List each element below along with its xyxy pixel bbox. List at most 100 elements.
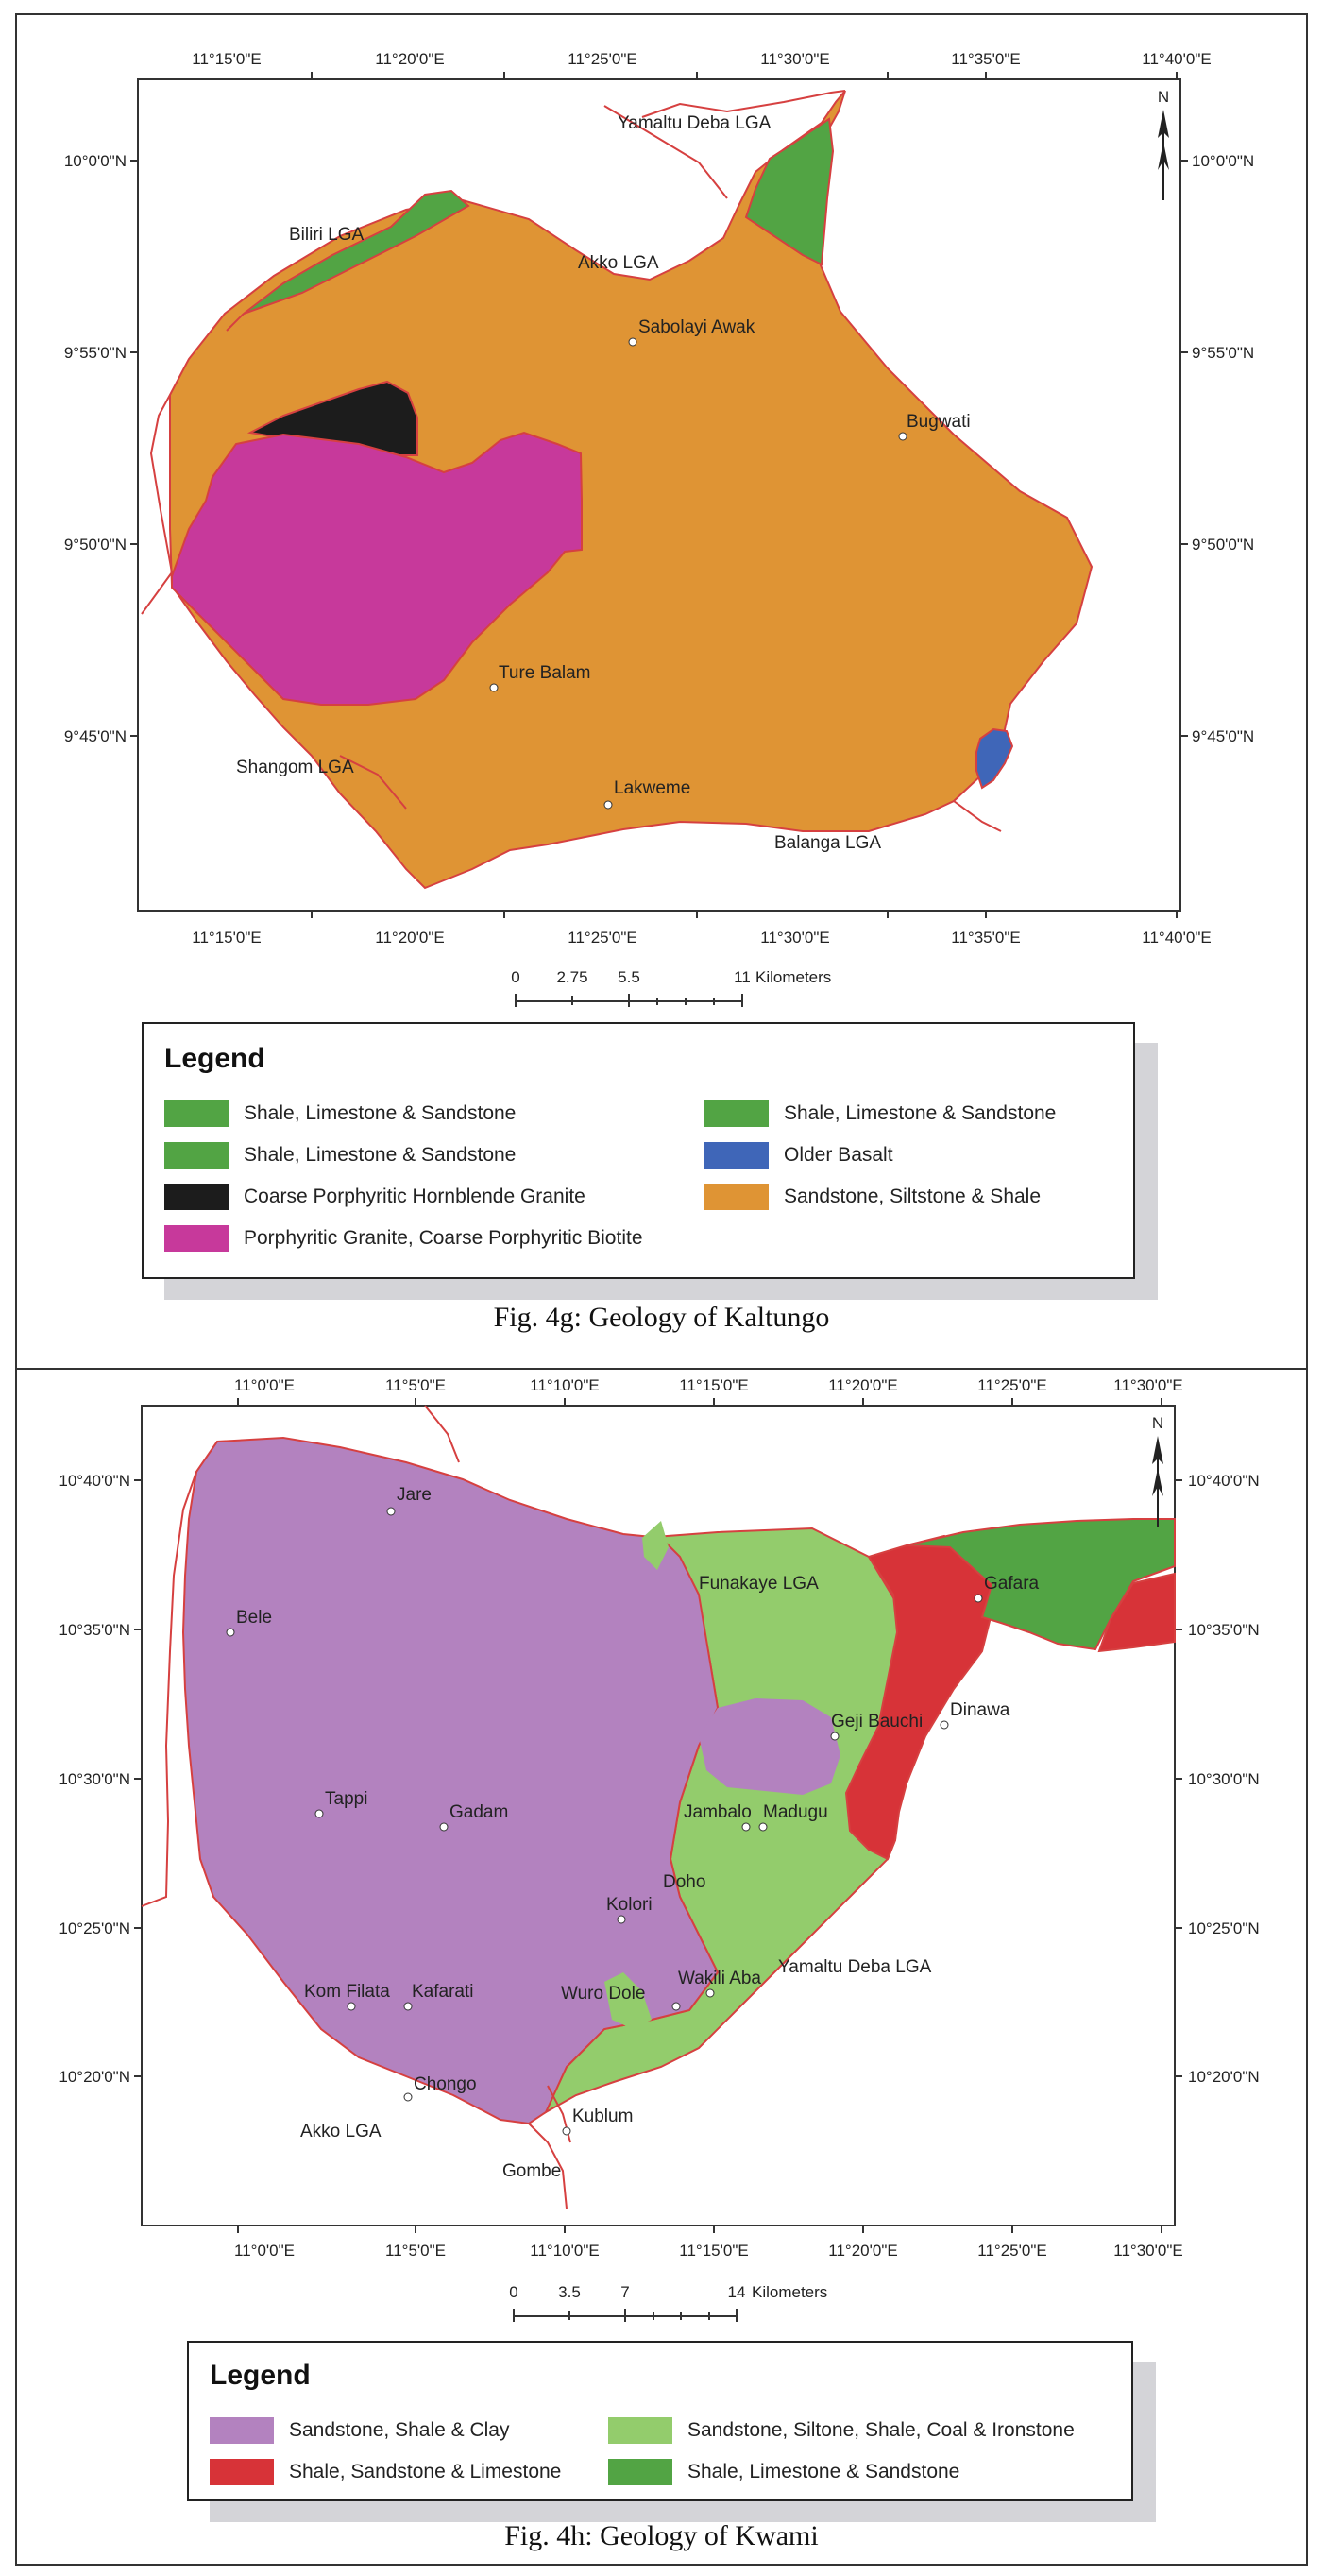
lon-tick-label: 11°5'0"E xyxy=(385,2242,446,2260)
legend-swatch xyxy=(704,1100,769,1127)
lon-tick-label: 11°40'0"E xyxy=(1142,929,1211,947)
kaltungo-older-basalt-area xyxy=(975,727,1014,790)
place-label: Balanga LGA xyxy=(774,833,881,853)
legend-swatch xyxy=(704,1184,769,1210)
legend-swatch xyxy=(164,1100,229,1127)
lon-tick-label: 11°20'0"E xyxy=(375,50,444,68)
legend-item: Coarse Porphyritic Hornblende Granite xyxy=(164,1183,585,1211)
place-label: Wuro Dole xyxy=(561,1984,645,2004)
legend-item-label: Shale, Limestone & Sandstone xyxy=(687,2461,960,2482)
kaltungo-caption: Fig. 4g: Geology of Kaltungo xyxy=(493,1302,830,1333)
lat-tick-label: 10°40'0"N xyxy=(59,1472,130,1490)
scale-label: 3.5 xyxy=(558,2283,581,2301)
scale-label: 2.75 xyxy=(556,968,587,986)
lon-tick-label: 11°5'0"E xyxy=(385,1376,446,1394)
place-label: Bugwati xyxy=(907,412,971,432)
scale-unit: Kilometers xyxy=(755,968,831,986)
lon-tick-label: 11°0'0"E xyxy=(234,2242,295,2260)
kaltungo-map: 11°15'0"E 11°20'0"E 11°25'0"E 11°30'0"E … xyxy=(64,50,1254,1007)
legend-swatch xyxy=(164,1184,229,1210)
lon-tick-label: 11°30'0"E xyxy=(760,50,829,68)
lon-tick-label: 11°30'0"E xyxy=(1113,2242,1182,2260)
kaltungo-lat-labels: 10°0'0"N 9°55'0"N 9°50'0"N 9°45'0"N 10°0… xyxy=(64,152,1254,745)
place-marker xyxy=(403,2002,413,2011)
place-label: Wakili Aba xyxy=(678,1969,761,1988)
place-label: Kolori xyxy=(606,1895,653,1915)
kaltungo-lga-boundaries xyxy=(141,90,1002,832)
panel-frame-kwami xyxy=(15,1368,1308,2566)
lat-tick-label: 10°35'0"N xyxy=(59,1621,130,1639)
lat-tick-label: 10°35'0"N xyxy=(1188,1621,1260,1639)
place-label: Gadam xyxy=(449,1802,508,1822)
place-label: Madugu xyxy=(763,1802,828,1822)
lon-tick-label: 11°15'0"E xyxy=(192,50,261,68)
lat-tick-label: 9°50'0"N xyxy=(64,536,127,554)
lat-tick-label: 10°20'0"N xyxy=(1188,2068,1260,2086)
place-marker xyxy=(758,1822,768,1832)
kaltungo-legend: Legend Shale, Limestone & Sandstone Shal… xyxy=(142,1022,1135,1279)
legend-item-label: Coarse Porphyritic Hornblende Granite xyxy=(244,1186,585,1207)
kwami-scale-bar: 0 3.5 7 14 Kilometers xyxy=(509,2283,827,2322)
lat-tick-label: 10°25'0"N xyxy=(59,1919,130,1937)
kaltungo-scale-bar: 0 2.75 5.5 11 Kilometers xyxy=(511,968,831,1007)
place-label: Bele xyxy=(236,1608,272,1628)
kaltungo-lon-labels-top: 11°15'0"E 11°20'0"E 11°25'0"E 11°30'0"E … xyxy=(192,50,1211,68)
kwami-caption: Fig. 4h: Geology of Kwami xyxy=(504,2520,819,2551)
kwami-lon-labels-bottom: 11°0'0"E 11°5'0"E 11°10'0"E 11°15'0"E 11… xyxy=(234,2242,1183,2260)
kaltungo-place-markers xyxy=(489,337,907,810)
scale-label: 11 xyxy=(734,968,751,986)
legend-swatch xyxy=(608,2459,672,2485)
place-marker xyxy=(226,1628,235,1637)
kwami-lat-labels: 10°40'0"N 10°35'0"N 10°30'0"N 10°25'0"N … xyxy=(59,1472,1259,2086)
north-label: N xyxy=(1158,88,1169,106)
place-label: Funakaye LGA xyxy=(699,1574,819,1594)
lon-tick-label: 11°25'0"E xyxy=(977,1376,1046,1394)
kwami-map: 11°0'0"E 11°5'0"E 11°10'0"E 11°15'0"E 11… xyxy=(59,1376,1260,2322)
lat-tick-label: 9°55'0"N xyxy=(1192,344,1254,362)
legend-swatch xyxy=(210,2459,274,2485)
place-marker xyxy=(628,337,637,347)
legend-item-label: Older Basalt xyxy=(784,1144,893,1166)
legend-item: Sandstone, Siltstone & Shale xyxy=(704,1183,1041,1211)
legend-item: Porphyritic Granite, Coarse Porphyritic … xyxy=(164,1224,643,1253)
lon-tick-label: 11°15'0"E xyxy=(679,1376,748,1394)
scale-label: 14 xyxy=(728,2283,746,2301)
legend-item: Shale, Sandstone & Limestone xyxy=(210,2458,561,2486)
lon-tick-label: 11°20'0"E xyxy=(828,2242,897,2260)
north-arrow-icon: N xyxy=(1152,1414,1163,1527)
scale-label: 0 xyxy=(511,968,519,986)
legend-item-label: Shale, Limestone & Sandstone xyxy=(784,1102,1057,1124)
legend-title: Legend xyxy=(210,2360,311,2391)
lat-tick-label: 10°0'0"N xyxy=(1192,152,1254,170)
place-marker xyxy=(386,1507,396,1516)
place-marker xyxy=(403,2092,413,2102)
lon-tick-label: 11°25'0"E xyxy=(568,929,636,947)
lon-tick-label: 11°30'0"E xyxy=(760,929,829,947)
legend-item-label: Sandstone, Shale & Clay xyxy=(289,2419,510,2441)
legend-item-label: Shale, Limestone & Sandstone xyxy=(244,1144,517,1166)
legend-swatch xyxy=(704,1142,769,1169)
place-label: Kom Filata xyxy=(304,1982,390,2002)
place-label: Geji Bauchi xyxy=(831,1712,923,1732)
kaltungo-shale-limestone-sandstone-nw xyxy=(243,189,470,315)
legend-swatch xyxy=(164,1225,229,1252)
lat-tick-label: 10°30'0"N xyxy=(1188,1770,1260,1788)
kaltungo-porphyritic-granite-area xyxy=(171,431,583,706)
north-label: N xyxy=(1152,1414,1163,1432)
kaltungo-lon-labels-bottom: 11°15'0"E 11°20'0"E 11°25'0"E 11°30'0"E … xyxy=(192,929,1211,947)
lon-tick-label: 11°40'0"E xyxy=(1142,50,1211,68)
legend-swatch xyxy=(210,2417,274,2444)
place-marker xyxy=(489,683,499,692)
legend-item: Sandstone, Siltone, Shale, Coal & Ironst… xyxy=(608,2416,1075,2445)
north-arrow-icon: N xyxy=(1158,88,1169,200)
kwami-shale-limestone-sandstone-area xyxy=(906,1518,1176,1651)
place-label: Dinawa xyxy=(950,1700,1010,1720)
legend-item: Sandstone, Shale & Clay xyxy=(210,2416,509,2445)
legend-item: Shale, Limestone & Sandstone xyxy=(704,1100,1056,1128)
place-marker xyxy=(940,1720,949,1730)
place-marker xyxy=(671,2002,681,2011)
legend-item-label: Sandstone, Siltone, Shale, Coal & Ironst… xyxy=(687,2419,1075,2441)
scale-label: 5.5 xyxy=(618,968,640,986)
place-marker xyxy=(898,432,907,441)
lon-tick-label: 11°35'0"E xyxy=(951,929,1020,947)
